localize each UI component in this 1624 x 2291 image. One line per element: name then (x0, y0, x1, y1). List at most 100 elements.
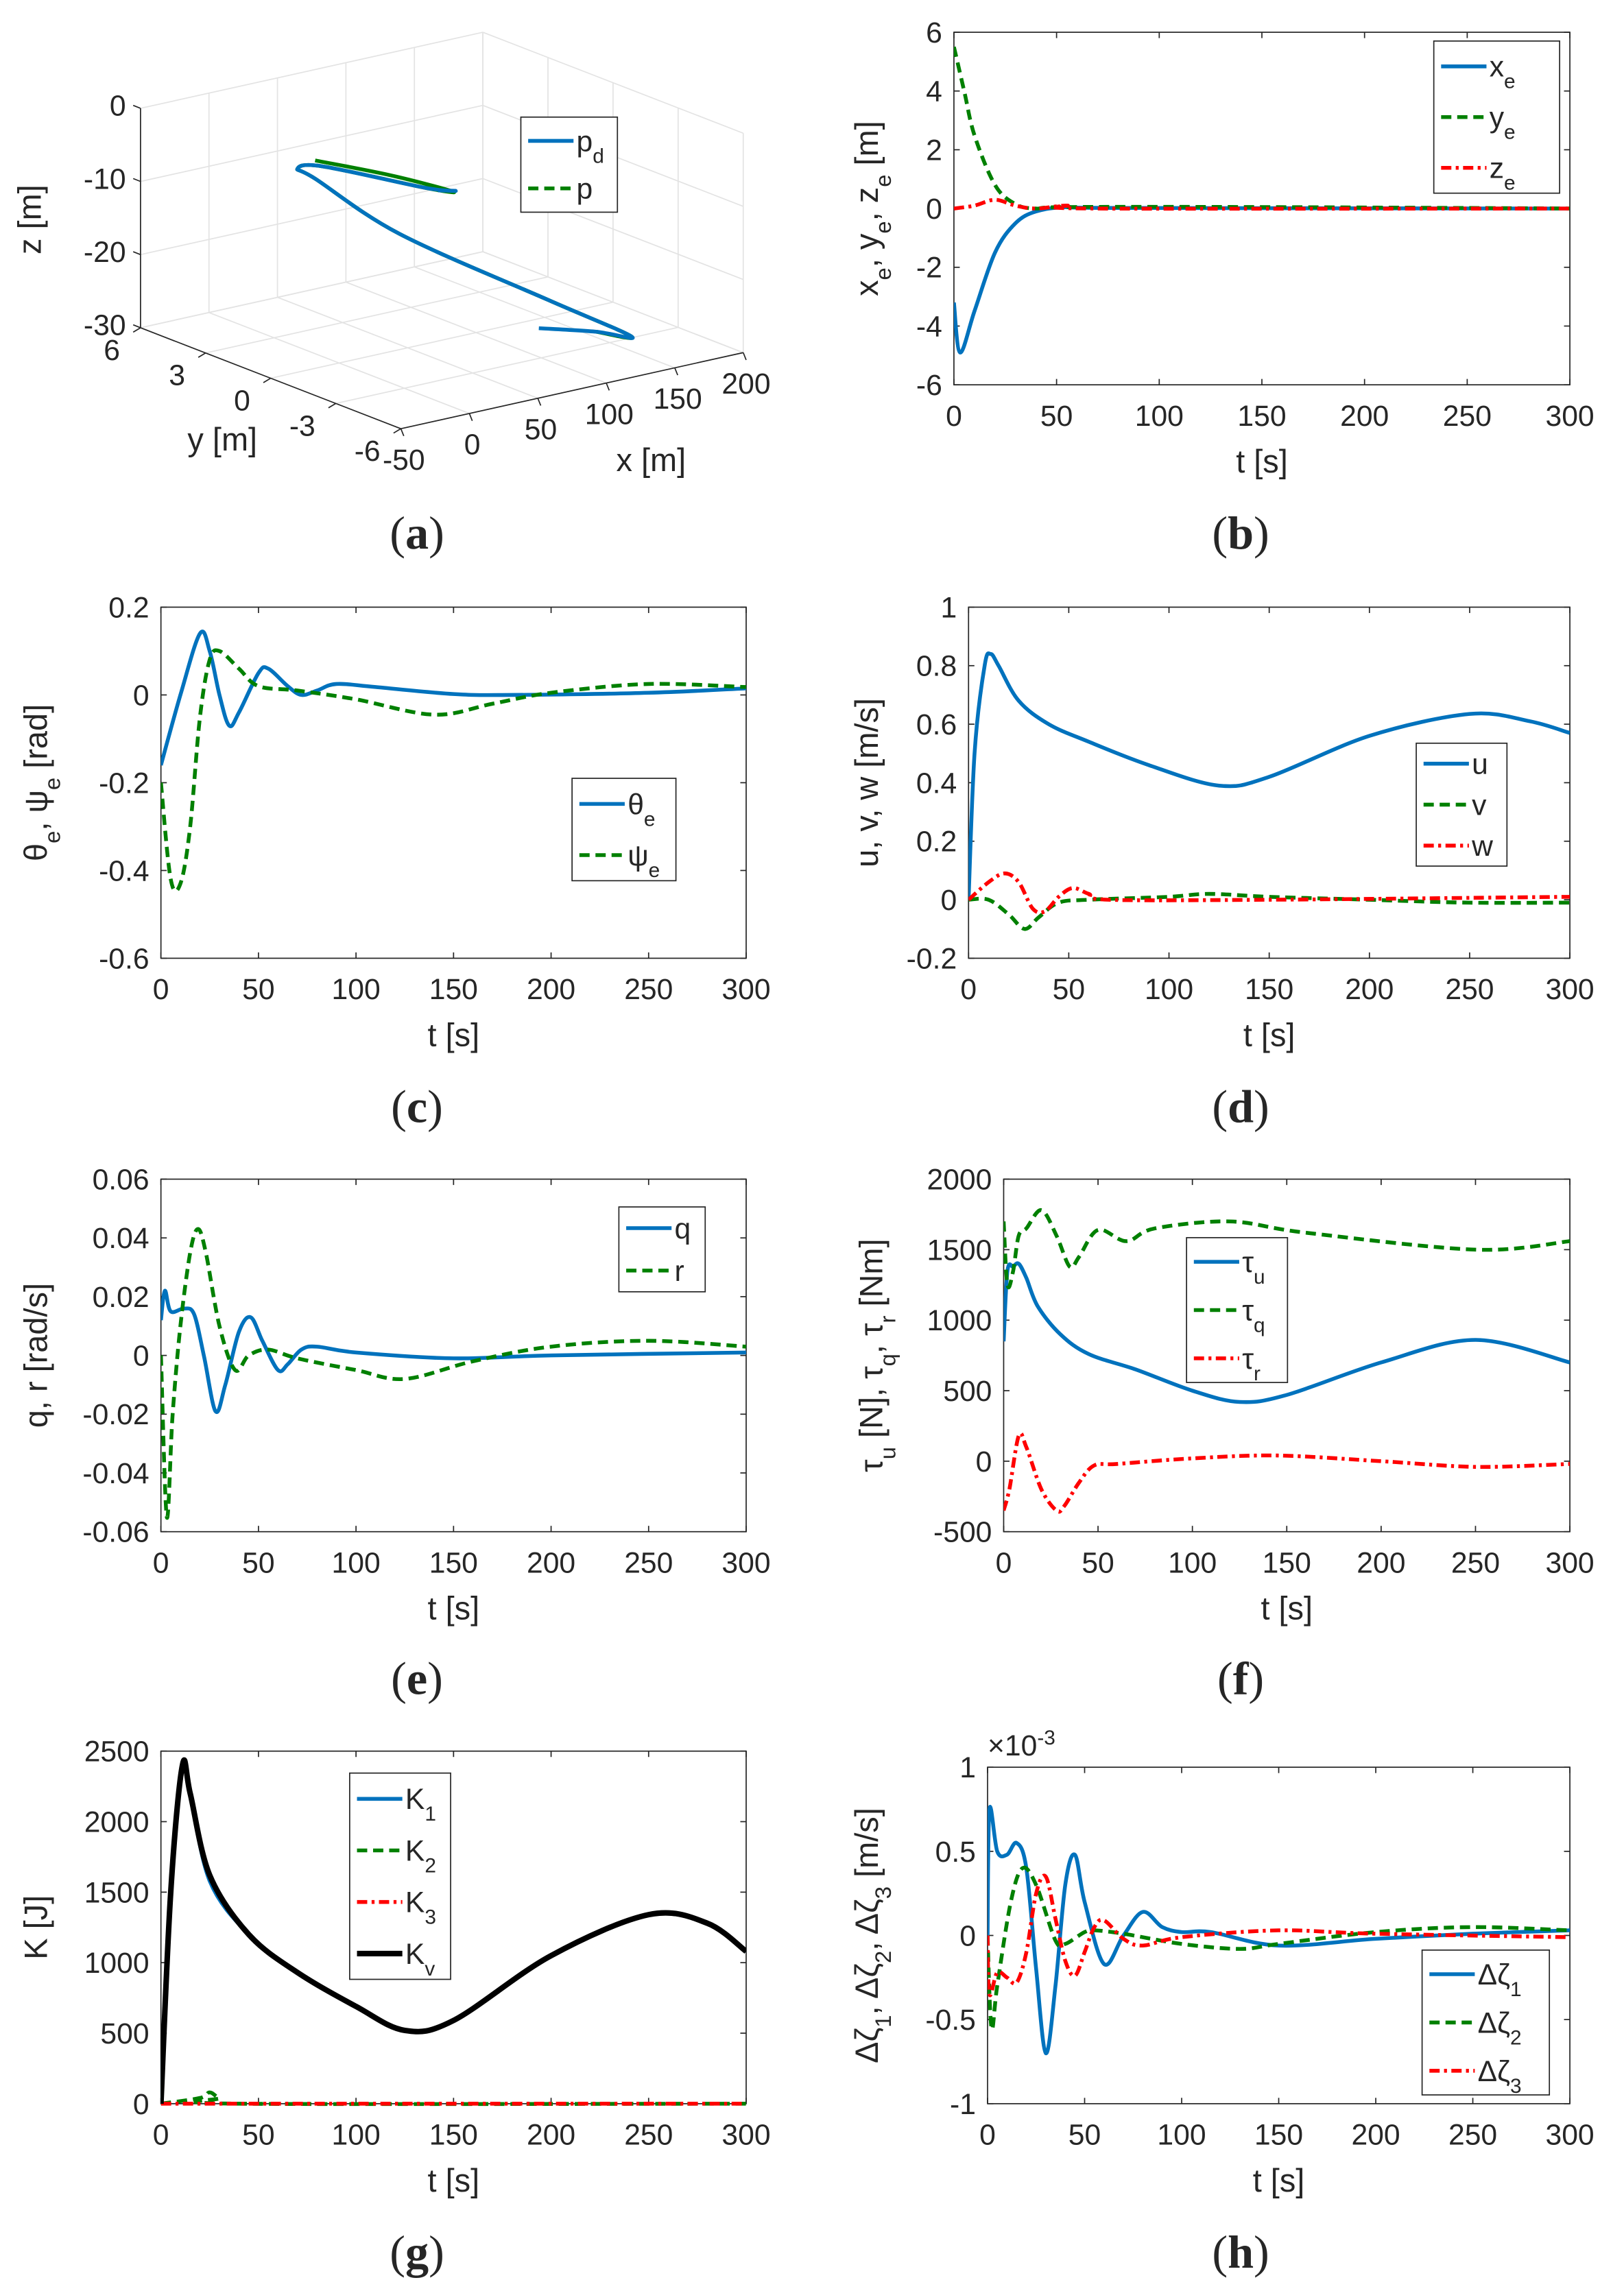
y-tick-label: -0.4 (99, 854, 150, 887)
x-tick-label: 100 (1135, 400, 1184, 433)
label-part: τ (853, 1459, 889, 1472)
x-tick (468, 413, 473, 421)
paren: ) (427, 1080, 443, 1132)
x-tick-label: 150 (1245, 973, 1293, 1006)
x-tick-label: 300 (1545, 2119, 1594, 2152)
panel-label: (g) (390, 2226, 444, 2278)
subplot-a: 0 -10 -20 -306 3 0 -3 -6 -50 0 50 100 150 200 z [m] y [… (12, 32, 771, 559)
x-tick-label: 0 (153, 1546, 169, 1579)
label-part: [N], τ (853, 1366, 889, 1447)
x-tick (606, 383, 610, 391)
label-part: u, v, w [m/s] (849, 698, 885, 867)
grid-line (482, 32, 744, 134)
label-part: w (1471, 830, 1493, 863)
legend-entry: ze (1490, 152, 1516, 194)
label-part: , Δζ (849, 1899, 885, 1951)
y-tick-label: 0.6 (916, 708, 957, 741)
y-tick-label: -2 (916, 252, 942, 285)
legend-entry: v (1472, 789, 1487, 821)
label-part: Δζ (849, 2028, 885, 2063)
x-axis-line (401, 352, 743, 429)
y-tick-label: 0.5 (935, 1836, 976, 1869)
y-tick-label: 1 (959, 1751, 976, 1784)
x-tick-label: 150 (1237, 400, 1286, 433)
panel-label: (d) (1212, 1080, 1269, 1132)
panel-letter: a (405, 507, 429, 559)
legend-entry: w (1471, 830, 1493, 863)
x-tick-label: 250 (1448, 2119, 1497, 2152)
x-tick-label: 150 (1254, 2119, 1303, 2152)
y-tick-label: -3 (289, 409, 315, 442)
label-part: ×10 (988, 1729, 1037, 1762)
y-tick-label: 6 (926, 16, 942, 49)
legend-box (520, 116, 619, 213)
label-part: , z (849, 187, 885, 221)
label-part: v (425, 1957, 435, 1980)
legend-entry: r (674, 1255, 684, 1288)
series-line-2 (160, 2090, 746, 2107)
y-tick-label: 2500 (84, 1736, 150, 1768)
label-part: Δζ (1478, 2006, 1510, 2039)
label-part: τ (1242, 1246, 1254, 1279)
y-axis-label: xe, ye, ze [m] (849, 121, 896, 296)
paren: ) (429, 507, 444, 559)
x-tick-label: 250 (1451, 1546, 1500, 1579)
legend-box (571, 778, 677, 882)
label-part: τ (1242, 1343, 1254, 1376)
z-axis-label: z [m] (12, 184, 48, 254)
subplot-h: 0 50 100 150 200 250 300-1-0.500.51t [s]Δζ1, Δ… (849, 1727, 1595, 2278)
axes-box (160, 1750, 747, 2104)
y-tick-label: -6 (355, 435, 381, 468)
x-tick-label: 100 (1157, 2119, 1206, 2152)
z-tick (132, 324, 141, 328)
grid-line (335, 326, 679, 405)
legend-entry: pd (577, 125, 604, 167)
label-part: t [s] (1261, 1591, 1313, 1627)
z-tick (132, 251, 141, 256)
paren: ( (1212, 507, 1228, 559)
x-tick-label: -50 (383, 444, 425, 477)
paren: ( (391, 1653, 407, 1705)
label-part: u (1472, 748, 1488, 781)
series-line-3 (968, 871, 1571, 915)
series-line-2 (160, 1227, 746, 1520)
x-tick-label: 0 (960, 973, 977, 1006)
x-axis-label: t [s] (428, 1017, 480, 1053)
axis-exponent: ×10-3 (988, 1727, 1055, 1763)
grid-line (205, 276, 549, 354)
y-tick-label: 0 (133, 2088, 150, 2121)
y-tick-label: 4 (926, 75, 942, 108)
y-axis-label: K [J] (18, 1895, 53, 1960)
x-axis-label: x [m] (616, 442, 686, 478)
y-tick-label: 0 (926, 193, 942, 226)
x-tick-label: 50 (1053, 973, 1085, 1006)
paren: ) (427, 1653, 443, 1705)
legend-entry: Kv (405, 1938, 435, 1980)
y-tick-label: 0.06 (93, 1164, 150, 1197)
trajectory-pd (295, 163, 635, 340)
legend-entry: K2 (405, 1834, 436, 1877)
y-tick-label: 500 (100, 2017, 149, 2050)
label-part: v (1472, 789, 1487, 821)
y-tick-label: -0.04 (82, 1457, 149, 1490)
x-tick-label: 200 (1357, 1546, 1405, 1579)
x-tick-label: 300 (1545, 1546, 1594, 1579)
series-line-1 (988, 1805, 1571, 2056)
paren: ( (391, 1080, 407, 1132)
y-tick-label: 0.2 (108, 591, 149, 624)
label-part: θ (18, 843, 53, 861)
label-part: y (1490, 101, 1505, 134)
y-tick-label: 1 (940, 591, 957, 624)
y-tick-label: 2 (926, 134, 942, 167)
label-part: r (674, 1255, 684, 1288)
x-axis-label: t [s] (1261, 1591, 1313, 1627)
label-part: e (870, 267, 896, 280)
series-line-1 (160, 629, 746, 766)
y-tick (198, 352, 206, 358)
label-part: 1 (425, 1803, 436, 1825)
label-part: q (1254, 1314, 1265, 1336)
x-tick-label: 150 (1263, 1546, 1311, 1579)
paren: ) (1254, 507, 1269, 559)
x-tick-label: 50 (525, 413, 557, 446)
label-part: K [J] (18, 1895, 53, 1960)
